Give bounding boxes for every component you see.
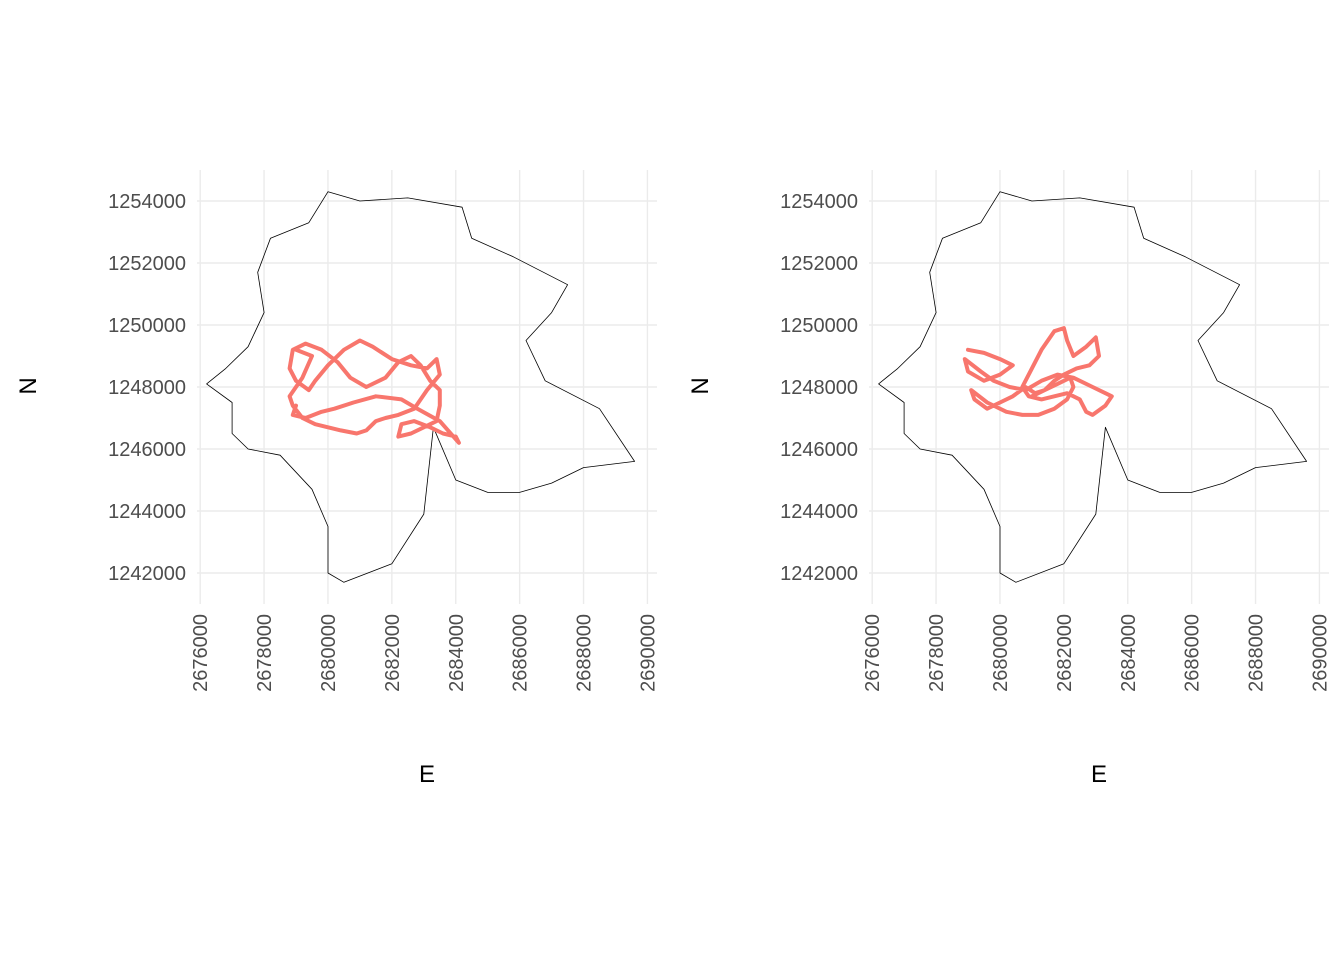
x-tick-label: 2678000 [254,614,276,692]
x-axis-title: E [1091,761,1107,788]
y-tick-label: 1244000 [780,501,858,523]
y-axis-title: N [687,377,714,394]
y-tick-label: 1252000 [780,253,858,275]
municipality-boundary [878,191,1307,583]
gps-track-line [962,326,1114,417]
x-tick-label: 2688000 [574,614,596,692]
boundary-layer [878,191,1307,583]
x-tick-label: 2690000 [1309,614,1331,692]
y-tick-label: 1242000 [108,563,186,585]
x-tick-label: 2676000 [190,614,212,692]
x-tick-label: 2684000 [446,614,468,692]
gps-track-line [287,338,461,445]
track-layer [962,326,1114,417]
map-panel-right: 2676000 2678000 2680000 2682000 2684000 26860… [687,170,1331,788]
x-tick-label: 2680000 [990,614,1012,692]
y-tick-label: 1248000 [108,377,186,399]
y-tick-label: 1244000 [108,501,186,523]
track-layer [287,338,461,445]
x-tick-label: 2686000 [510,614,532,692]
y-tick-label: 1246000 [780,439,858,461]
y-tick-labels: 1242000 1244000 1246000 1248000 1250000 12520… [780,191,858,585]
y-axis-title: N [15,377,42,394]
x-tick-label: 2684000 [1118,614,1140,692]
y-tick-label: 1254000 [780,191,858,213]
y-tick-label: 1250000 [780,315,858,337]
x-tick-labels: 2676000 2678000 2680000 2682000 2684000 26860… [190,614,659,692]
y-tick-label: 1250000 [108,315,186,337]
y-tick-label: 1242000 [780,563,858,585]
y-tick-label: 1254000 [108,191,186,213]
x-tick-label: 2680000 [318,614,340,692]
x-tick-labels: 2676000 2678000 2680000 2682000 2684000 26860… [862,614,1331,692]
boundary-layer [206,191,635,583]
municipality-boundary [206,191,635,583]
x-tick-label: 2678000 [926,614,948,692]
x-tick-label: 2686000 [1182,614,1204,692]
x-tick-label: 2688000 [1246,614,1268,692]
y-tick-label: 1252000 [108,253,186,275]
y-tick-label: 1246000 [108,439,186,461]
y-tick-labels: 1242000 1244000 1246000 1248000 1250000 12520… [108,191,186,585]
x-tick-label: 2690000 [637,614,659,692]
x-tick-label: 2682000 [382,614,404,692]
x-tick-label: 2682000 [1054,614,1076,692]
x-axis-title: E [419,761,435,788]
grid-lines [197,170,657,604]
x-tick-label: 2676000 [862,614,884,692]
y-tick-label: 1248000 [780,377,858,399]
map-panel-left: 2676000 2678000 2680000 2682000 2684000 26860… [15,170,659,788]
